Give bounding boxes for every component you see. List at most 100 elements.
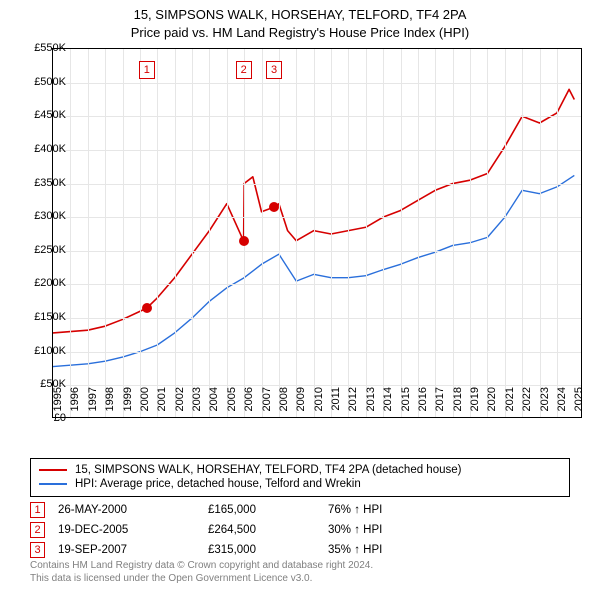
gridline-v [227,49,228,417]
gridline-v [366,49,367,417]
gridline-h [53,83,581,84]
note-price-2: £264,500 [208,524,328,536]
gridline-v [435,49,436,417]
title-line-2: Price paid vs. HM Land Registry's House … [0,24,600,42]
ytick-label: £300K [20,210,66,222]
note-delta-3: 35% ↑ HPI [328,544,570,556]
note-row-1: 1 26-MAY-2000 £165,000 76% ↑ HPI [30,500,570,520]
note-row-2: 2 19-DEC-2005 £264,500 30% ↑ HPI [30,520,570,540]
xtick-label: 2010 [313,387,325,423]
gridline-v [88,49,89,417]
plot-box: 1 23 [52,48,582,418]
gridline-v [209,49,210,417]
xtick-label: 1999 [122,387,134,423]
ytick-label: £200K [20,277,66,289]
ytick-label: £500K [20,76,66,88]
xtick-label: 2002 [174,387,186,423]
gridline-v [296,49,297,417]
figure-container: 15, SIMPSONS WALK, HORSEHAY, TELFORD, TF… [0,0,600,590]
footer-line-2: This data is licensed under the Open Gov… [30,573,570,586]
gridline-h [53,318,581,319]
gridline-v [487,49,488,417]
gridline-h [53,116,581,117]
note-date-2: 19-DEC-2005 [58,524,208,536]
gridline-v [331,49,332,417]
ytick-label: £450K [20,109,66,121]
xtick-label: 2011 [330,387,342,423]
ytick-label: £350K [20,177,66,189]
xtick-label: 2020 [486,387,498,423]
data-marker [239,236,249,246]
gridline-v [192,49,193,417]
xtick-label: 2001 [156,387,168,423]
gridline-v [105,49,106,417]
note-date-3: 19-SEP-2007 [58,544,208,556]
xtick-label: 2012 [347,387,359,423]
xtick-label: 2017 [434,387,446,423]
legend-label-2: HPI: Average price, detached house, Telf… [75,478,361,490]
series-svg [53,49,583,419]
series-line [53,89,574,333]
gridline-h [53,150,581,151]
ytick-label: £100K [20,345,66,357]
xtick-label: 2000 [139,387,151,423]
gridline-h [53,184,581,185]
ytick-label: £550K [20,42,66,54]
notes-table: 1 26-MAY-2000 £165,000 76% ↑ HPI 2 19-DE… [30,500,570,560]
xtick-label: 2024 [556,387,568,423]
chart-area: 123 199519961997199819992000200120022003… [52,48,582,418]
xtick-label: 2005 [226,387,238,423]
note-badge-1: 1 [30,502,45,518]
note-row-3: 3 19-SEP-2007 £315,000 35% ↑ HPI [30,540,570,560]
note-badge-3: 3 [30,542,45,558]
gridline-v [505,49,506,417]
ytick-label: £150K [20,311,66,323]
gridline-v [279,49,280,417]
annotation-badge: 3 [266,61,282,79]
title-block: 15, SIMPSONS WALK, HORSEHAY, TELFORD, TF… [0,0,600,41]
xtick-label: 2009 [295,387,307,423]
gridline-h [53,217,581,218]
legend-item-1: 15, SIMPSONS WALK, HORSEHAY, TELFORD, TF… [39,463,561,477]
gridline-v [383,49,384,417]
note-delta-1: 76% ↑ HPI [328,504,570,516]
gridline-v [453,49,454,417]
xtick-label: 2025 [573,387,585,423]
xtick-label: 2004 [208,387,220,423]
gridline-v [348,49,349,417]
xtick-label: 1996 [69,387,81,423]
annotation-badge: 1 [139,61,155,79]
note-badge-2: 2 [30,522,45,538]
gridline-v [314,49,315,417]
gridline-v [418,49,419,417]
gridline-v [522,49,523,417]
xtick-label: 2022 [521,387,533,423]
xtick-label: 2003 [191,387,203,423]
gridline-v [244,49,245,417]
gridline-v [262,49,263,417]
xtick-label: 2015 [400,387,412,423]
annotation-badge: 2 [236,61,252,79]
legend-swatch-2 [39,483,67,485]
xtick-label: 1998 [104,387,116,423]
note-price-3: £315,000 [208,544,328,556]
xtick-label: 2014 [382,387,394,423]
footer: Contains HM Land Registry data © Crown c… [30,560,570,585]
legend: 15, SIMPSONS WALK, HORSEHAY, TELFORD, TF… [30,458,570,497]
xtick-label: 1997 [87,387,99,423]
gridline-v [401,49,402,417]
gridline-h [53,352,581,353]
note-date-1: 26-MAY-2000 [58,504,208,516]
ytick-label: £250K [20,244,66,256]
xtick-label: 2018 [452,387,464,423]
data-marker [269,202,279,212]
title-line-1: 15, SIMPSONS WALK, HORSEHAY, TELFORD, TF… [0,6,600,24]
gridline-v [123,49,124,417]
xtick-label: 2016 [417,387,429,423]
ytick-label: £50K [20,378,66,390]
xtick-label: 2008 [278,387,290,423]
gridline-v [470,49,471,417]
xtick-label: 2021 [504,387,516,423]
xtick-label: 2006 [243,387,255,423]
footer-line-1: Contains HM Land Registry data © Crown c… [30,560,570,573]
